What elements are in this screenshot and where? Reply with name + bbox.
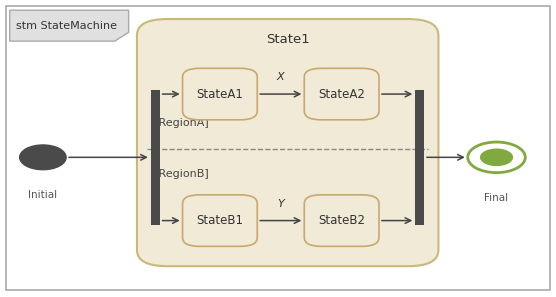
Text: StateA1: StateA1 bbox=[196, 88, 244, 101]
FancyBboxPatch shape bbox=[182, 68, 257, 120]
Text: [RegionA]: [RegionA] bbox=[153, 119, 208, 129]
FancyBboxPatch shape bbox=[6, 6, 550, 290]
Circle shape bbox=[480, 148, 513, 166]
Text: State1: State1 bbox=[266, 33, 310, 46]
Polygon shape bbox=[9, 10, 128, 41]
Circle shape bbox=[19, 145, 66, 170]
FancyBboxPatch shape bbox=[182, 195, 257, 246]
Text: [RegionB]: [RegionB] bbox=[153, 168, 208, 178]
FancyBboxPatch shape bbox=[304, 195, 379, 246]
Text: X: X bbox=[277, 72, 285, 82]
Text: StateB1: StateB1 bbox=[196, 214, 244, 227]
Text: stm StateMachine: stm StateMachine bbox=[16, 21, 117, 31]
Bar bbox=[415, 90, 424, 225]
Text: Y: Y bbox=[277, 199, 284, 209]
Text: StateB2: StateB2 bbox=[318, 214, 365, 227]
FancyBboxPatch shape bbox=[137, 19, 439, 266]
Bar bbox=[151, 90, 160, 225]
Text: StateA2: StateA2 bbox=[318, 88, 365, 101]
Text: Final: Final bbox=[484, 193, 509, 203]
Circle shape bbox=[468, 142, 525, 173]
FancyBboxPatch shape bbox=[304, 68, 379, 120]
Text: Initial: Initial bbox=[28, 190, 57, 200]
